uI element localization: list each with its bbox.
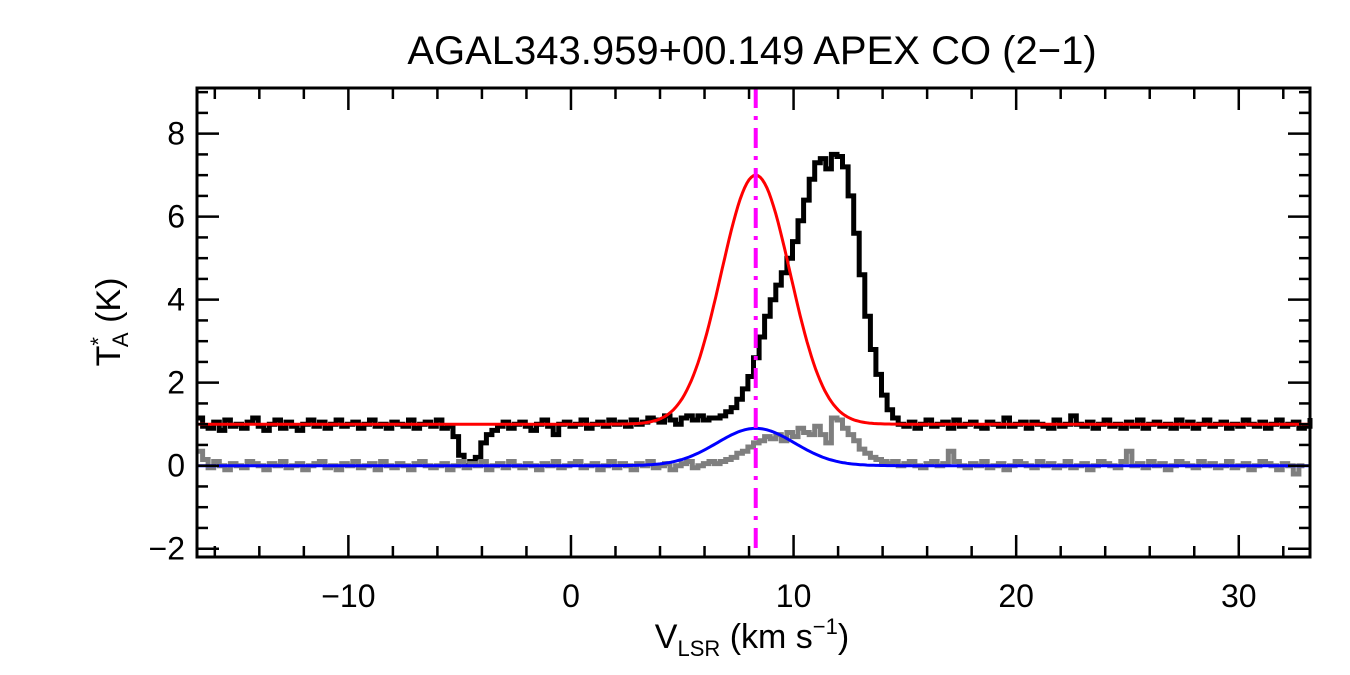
x-axis-label-main: V [655,618,678,656]
x-axis-label: VLSR (km s−1) [655,614,849,661]
chart-title: AGAL343.959+00.149 APEX CO (2−1) [407,29,1096,73]
y-axis-label: T*A (K) [86,278,133,367]
y-axis-label-superscript: * [86,337,111,346]
plot-area [195,86,1313,559]
spectrum-upper [197,151,1313,469]
y-tick-label: 6 [167,199,185,235]
y-tick-label: 2 [167,365,185,401]
y-tick-label: 4 [167,282,185,318]
spectrum-lower [197,415,1305,477]
x-tick-label: 30 [1221,578,1257,614]
x-tick-label: 20 [998,578,1034,614]
tick-marks [197,88,1310,557]
y-tick-label: 8 [167,116,185,152]
x-tick-label: 10 [776,578,812,614]
y-tick-labels: −2 0 2 4 6 8 [149,116,185,567]
x-tick-label: 0 [562,578,580,614]
x-tick-labels: −10 0 10 20 30 [321,578,1256,614]
x-axis-label-superscript: −1 [813,614,838,639]
y-axis-label-main: T [90,346,128,367]
x-axis-label-end: ) [838,618,849,656]
x-axis-label-unit: (km s [720,618,813,656]
gaussian-fit-upper [197,173,1310,426]
plot-frame [195,86,1312,559]
y-tick-label: −2 [149,531,185,567]
y-axis-label-subscript: A [108,332,133,347]
y-axis-label-unit: (K) [90,278,128,333]
y-tick-label: 0 [167,448,185,484]
series-layer [197,151,1313,477]
gaussian-fit-lower [197,426,1310,468]
x-axis-label-subscript: LSR [677,636,720,661]
x-tick-label: −10 [321,578,375,614]
